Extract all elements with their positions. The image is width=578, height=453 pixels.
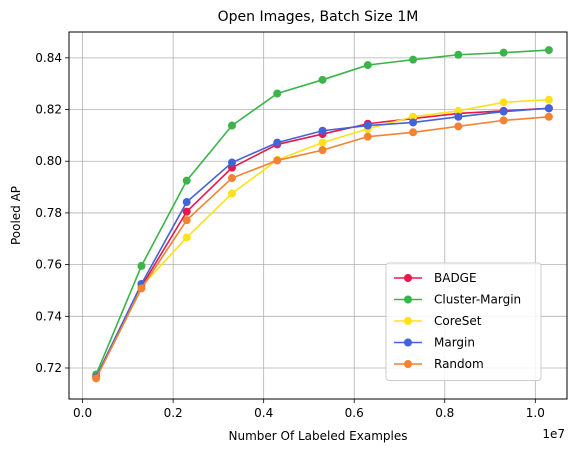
y-tick-label: 0.82 — [35, 103, 62, 117]
series-random — [92, 112, 553, 383]
x-tick-label: 0.6 — [345, 406, 364, 420]
legend-item-cluster-margin: Cluster-Margin — [394, 293, 521, 307]
data-point-coreset — [182, 233, 191, 242]
data-point-margin — [409, 118, 418, 127]
legend-label: CoreSet — [434, 314, 482, 328]
data-point-cluster-margin — [137, 261, 146, 270]
grid — [69, 32, 567, 399]
legend-item-coreset: CoreSet — [394, 314, 482, 328]
data-point-random — [92, 374, 101, 383]
x-axis-offset-label: 1e7 — [542, 427, 565, 441]
data-point-cluster-margin — [544, 46, 553, 55]
x-tick-label: 0.8 — [435, 406, 454, 420]
x-tick-label: 1.0 — [526, 406, 545, 420]
data-point-badge — [182, 207, 191, 216]
legend-marker — [404, 317, 412, 325]
data-point-cluster-margin — [318, 75, 327, 84]
data-point-margin — [273, 138, 282, 147]
data-point-coreset — [409, 112, 418, 121]
legend-item-random: Random — [394, 357, 484, 371]
x-tick-label: 0.2 — [164, 406, 183, 420]
legend-marker — [404, 274, 412, 282]
data-point-random — [182, 216, 191, 225]
y-tick-label: 0.72 — [35, 361, 62, 375]
legend-box — [385, 262, 542, 381]
data-point-coreset — [499, 98, 508, 107]
legend-label: BADGE — [434, 271, 477, 285]
y-tick-label: 0.76 — [35, 258, 62, 272]
data-point-random — [273, 156, 282, 165]
legend-item-badge: BADGE — [394, 271, 477, 285]
y-tick-label: 0.80 — [35, 154, 62, 168]
data-point-random — [409, 128, 418, 137]
chart-title: Open Images, Batch Size 1M — [218, 9, 419, 25]
data-point-random — [454, 122, 463, 131]
data-point-random — [318, 146, 327, 155]
data-point-coreset — [544, 95, 553, 104]
data-point-margin — [544, 104, 553, 113]
y-tick-label: 0.84 — [35, 51, 62, 65]
x-tick-label: 0.4 — [254, 406, 273, 420]
x-axis-label: Number Of Labeled Examples — [228, 429, 407, 443]
data-point-coreset — [454, 106, 463, 115]
data-point-coreset — [318, 138, 327, 147]
legend-label: Margin — [434, 336, 475, 350]
data-point-margin — [318, 126, 327, 135]
plot-frame — [68, 31, 568, 400]
data-point-random — [227, 174, 236, 183]
series-layer — [92, 46, 553, 383]
data-point-cluster-margin — [273, 89, 282, 98]
legend-item-margin: Margin — [394, 336, 475, 350]
data-point-cluster-margin — [499, 48, 508, 57]
x-axis: 0.0 0.2 0.4 0.6 0.8 1.0 — [73, 399, 545, 420]
legend: BADGE Cluster-Margin CoreSet Margin Random — [385, 262, 542, 381]
legend-label: Random — [434, 357, 484, 371]
data-point-cluster-margin — [454, 50, 463, 59]
data-point-margin — [499, 107, 508, 116]
data-point-margin — [182, 198, 191, 207]
y-axis-label: Pooled AP — [9, 186, 23, 245]
x-tick-label: 0.0 — [73, 406, 92, 420]
data-point-random — [363, 132, 372, 141]
data-point-random — [137, 284, 146, 293]
data-point-random — [499, 116, 508, 125]
legend-label: Cluster-Margin — [434, 293, 521, 307]
legend-marker — [404, 360, 412, 368]
data-point-margin — [227, 158, 236, 167]
data-point-coreset — [227, 189, 236, 198]
series-margin — [92, 104, 553, 382]
data-point-cluster-margin — [182, 176, 191, 185]
data-point-random — [544, 112, 553, 121]
legend-marker — [404, 295, 412, 304]
y-tick-label: 0.74 — [35, 309, 62, 323]
y-tick-label: 0.78 — [35, 206, 62, 220]
data-point-margin — [454, 112, 463, 121]
legend-marker — [404, 338, 412, 347]
data-point-cluster-margin — [409, 55, 418, 64]
data-point-cluster-margin — [363, 61, 372, 70]
data-point-cluster-margin — [227, 121, 236, 130]
y-axis: 0.72 0.74 0.76 0.78 0.80 0.82 0.84 — [35, 51, 69, 375]
data-point-margin — [363, 121, 372, 130]
